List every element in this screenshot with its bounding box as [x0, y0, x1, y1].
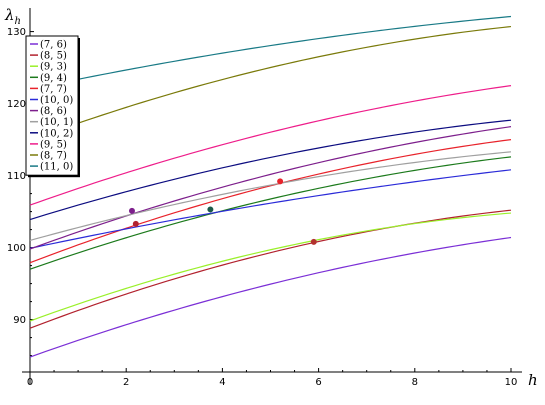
legend-label: (9, 5)	[40, 139, 67, 150]
legend-label: (8, 5)	[40, 51, 67, 62]
x-tick-label: 8	[412, 377, 418, 388]
points-layer	[128, 178, 317, 245]
legend-label: (7, 6)	[40, 40, 67, 51]
x-tick-label: 0	[27, 377, 33, 388]
series-line	[29, 119, 512, 221]
x-axis-label: h	[528, 371, 538, 389]
legend-label: (11, 0)	[40, 162, 73, 173]
y-axis-label: λh	[4, 6, 21, 27]
data-point	[207, 206, 214, 213]
data-point	[310, 238, 317, 245]
legend-label: (8, 7)	[40, 151, 67, 162]
y-axis-label-sub: h	[15, 16, 21, 27]
series-line	[29, 15, 512, 90]
y-tick-label: 130	[7, 27, 26, 38]
legend-label: (9, 4)	[40, 73, 67, 84]
y-tick-label: 100	[7, 243, 26, 254]
legend-label: (8, 6)	[40, 106, 67, 117]
x-tick-label: 6	[315, 377, 321, 388]
series-line	[29, 169, 512, 249]
data-point	[277, 178, 284, 185]
series-line	[29, 126, 512, 250]
y-axis-label-main: λ	[4, 6, 15, 24]
series-line	[29, 139, 512, 264]
y-tick-label: 110	[7, 171, 26, 182]
legend: (7, 6)(8, 5)(9, 3)(9, 4)(7, 7)(10, 0)(8,…	[25, 35, 80, 178]
legend-box	[25, 35, 79, 176]
y-tick-label: 90	[13, 315, 26, 326]
x-tick-label: 4	[219, 377, 225, 388]
data-point	[128, 207, 135, 214]
series-line	[29, 151, 512, 241]
series-layer	[29, 15, 512, 358]
legend-label: (9, 3)	[40, 62, 67, 73]
axes: 0 2 4 6 8 10 90 100 110 120 130	[7, 8, 522, 388]
data-point	[132, 220, 139, 227]
series-line	[29, 85, 512, 206]
series-line	[29, 156, 512, 270]
legend-label: (10, 2)	[40, 128, 73, 139]
y-tick-label: 120	[7, 99, 26, 110]
legend-label: (7, 7)	[40, 84, 67, 95]
x-tick-label: 10	[505, 377, 518, 388]
series-line	[29, 236, 512, 358]
series-line	[29, 25, 512, 141]
legend-label: (10, 1)	[40, 117, 73, 128]
series-line	[29, 212, 512, 322]
series-line	[29, 209, 512, 329]
legend-label: (10, 0)	[40, 95, 73, 106]
x-tick-label: 2	[123, 377, 129, 388]
